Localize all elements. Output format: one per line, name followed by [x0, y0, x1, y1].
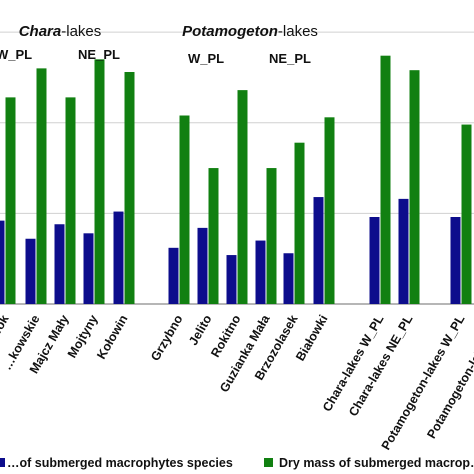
category-label: Grzybno: [148, 312, 186, 363]
bar-dry-mass: [94, 59, 105, 304]
category-label: …ok: [0, 312, 12, 343]
bar-dry-mass: [65, 97, 76, 304]
bar-dry-mass: [5, 97, 16, 304]
bar-dry-mass: [380, 55, 391, 304]
group-title-suffix: -lakes: [61, 23, 101, 40]
bar-species-count: [313, 197, 324, 304]
subgroup-label: NE_PL: [269, 51, 311, 66]
bar-dry-mass: [237, 90, 248, 304]
bar-species-count: [197, 227, 208, 304]
bar-dry-mass: [409, 70, 420, 304]
bar-species-count: [25, 238, 36, 304]
bar-species-count: [369, 217, 380, 304]
bar-species-count: [283, 253, 294, 304]
legend-label-dry-mass: Dry mass of submerged macrop…: [279, 456, 474, 470]
bar-dry-mass: [266, 168, 277, 304]
bar-species-count: [226, 255, 237, 304]
bar-dry-mass: [324, 117, 335, 304]
group-title: Chara-lakes: [19, 23, 102, 40]
legend-swatch-dry-mass: [264, 458, 273, 467]
group-title-italic: Chara: [19, 23, 62, 40]
subgroup-label: W_PL: [0, 47, 32, 62]
legend-label-species: …of submerged macrophytes species: [7, 456, 233, 470]
bar-species-count: [450, 217, 461, 304]
bar-species-count: [113, 211, 124, 304]
bar-species-count: [398, 198, 409, 304]
subgroup-label: NE_PL: [78, 47, 120, 62]
bar-species-count: [168, 247, 179, 304]
bar-species-count: [0, 220, 5, 304]
bar-dry-mass: [179, 115, 190, 304]
group-title-italic: Potamogeton: [182, 23, 278, 40]
group-title: Potamogeton-lakes: [182, 23, 318, 40]
bar-dry-mass: [36, 68, 47, 304]
group-title-suffix: -lakes: [278, 23, 318, 40]
bar-species-count: [83, 233, 94, 304]
bar-dry-mass: [461, 124, 472, 304]
legend-swatch-species: [0, 458, 5, 467]
bar-dry-mass: [124, 72, 135, 304]
category-label: Jelito: [186, 312, 215, 348]
bar-species-count: [255, 240, 266, 304]
bar-dry-mass: [294, 142, 305, 304]
bar-dry-mass: [208, 168, 219, 304]
bar-species-count: [54, 224, 65, 304]
subgroup-label: W_PL: [188, 51, 224, 66]
